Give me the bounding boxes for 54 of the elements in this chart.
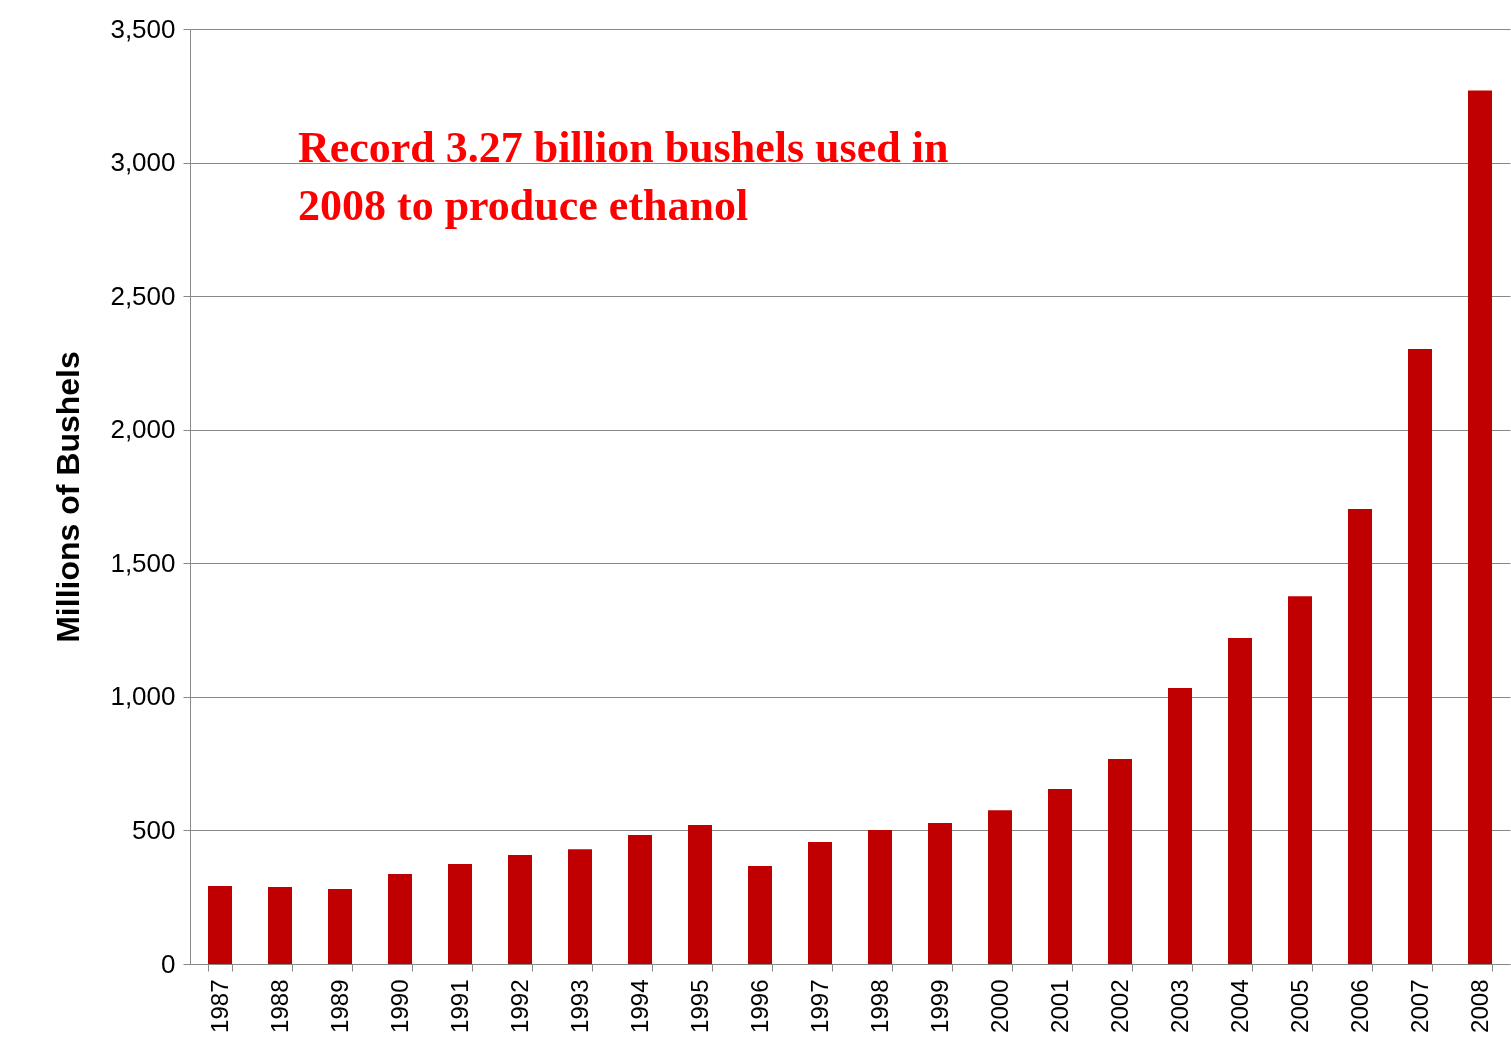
x-tick-label: 1998 xyxy=(865,979,893,1033)
bar xyxy=(1168,688,1192,964)
bar xyxy=(628,834,652,964)
bar xyxy=(688,825,712,964)
bar xyxy=(988,810,1012,964)
bar xyxy=(328,888,352,964)
x-tick-label: 2004 xyxy=(1225,979,1253,1033)
bar xyxy=(928,822,952,964)
x-tick-label: 2000 xyxy=(985,979,1013,1033)
y-tick-label: 2,000 xyxy=(110,414,176,445)
bar xyxy=(1468,90,1492,964)
bar xyxy=(448,864,472,964)
bar xyxy=(568,849,592,964)
bar xyxy=(1348,509,1372,964)
bar xyxy=(1108,759,1132,964)
x-tick-label: 1997 xyxy=(805,979,833,1033)
x-tick-label: 1995 xyxy=(685,979,713,1033)
bar xyxy=(1048,789,1072,964)
x-tick-label: 2008 xyxy=(1465,979,1493,1033)
bar xyxy=(208,885,232,964)
x-tick-label: 1990 xyxy=(385,979,413,1033)
x-tick-label: 1994 xyxy=(625,979,653,1033)
x-tick-label: 1987 xyxy=(205,979,233,1033)
bar xyxy=(748,865,772,964)
bar xyxy=(868,829,892,964)
x-tick-label: 2007 xyxy=(1405,979,1433,1033)
x-tick-label: 2006 xyxy=(1345,979,1373,1033)
y-tick-label: 0 xyxy=(161,948,176,979)
bar xyxy=(508,855,532,964)
bar xyxy=(1288,596,1312,964)
bar xyxy=(268,887,292,964)
bar xyxy=(1408,349,1432,964)
x-tick-label: 1988 xyxy=(265,979,293,1033)
y-tick-label: 3,500 xyxy=(110,13,176,44)
x-tick-label: 2003 xyxy=(1165,979,1193,1033)
x-tick-label: 1996 xyxy=(745,979,773,1033)
y-tick-label: 3,000 xyxy=(110,147,176,178)
y-tick-label: 2,500 xyxy=(110,280,176,311)
y-tick-label: 1,500 xyxy=(110,547,176,578)
x-tick-label: 2002 xyxy=(1105,979,1133,1033)
x-tick-label: 2005 xyxy=(1285,979,1313,1033)
x-tick-label: 2001 xyxy=(1045,979,1073,1033)
annotation: Record 3.27 billion bushels used in 2008 to produce ethanol xyxy=(298,123,949,230)
x-tick-label: 1999 xyxy=(925,979,953,1033)
x-tick-label: 1989 xyxy=(325,979,353,1033)
bar xyxy=(808,841,832,964)
y-tick-label: 1,000 xyxy=(110,681,176,712)
x-tick-label: 1993 xyxy=(565,979,593,1033)
x-tick-label: 1991 xyxy=(445,979,473,1033)
x-tick-label: 1992 xyxy=(505,979,533,1033)
bar xyxy=(388,873,412,964)
bar xyxy=(1228,638,1252,964)
y-tick-label: 500 xyxy=(132,814,176,845)
y-axis-title: Millions of Bushels xyxy=(50,351,87,643)
